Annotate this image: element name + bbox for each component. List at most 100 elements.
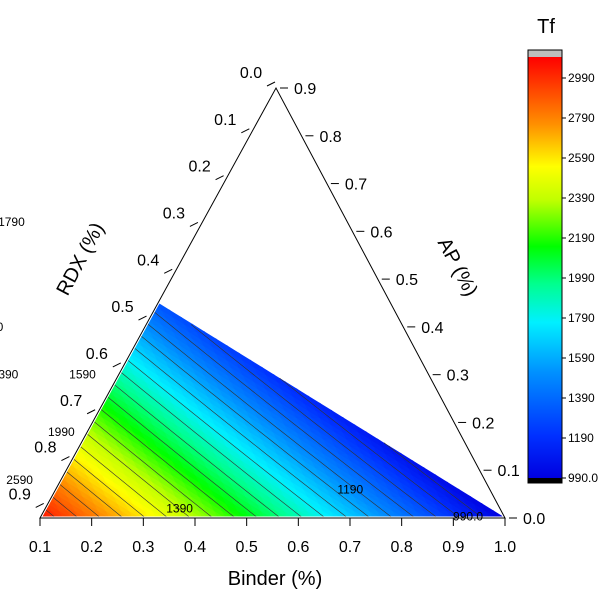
heat-cell [18, 389, 30, 396]
heat-cell [44, 380, 58, 390]
heat-cell [52, 251, 67, 261]
contour-label: 1190 [337, 482, 363, 496]
heat-cell [19, 289, 31, 296]
heat-cell [40, 409, 42, 418]
heat-cell [83, 280, 98, 289]
heat-cell [82, 409, 97, 418]
heat-cell [86, 403, 100, 412]
heat-cell [90, 380, 105, 390]
heat-cell [0, 339, 3, 346]
heat-cell [98, 337, 113, 347]
heat-cell [0, 425, 2, 432]
left-tick-label: 0.4 [137, 252, 159, 269]
heat-cell [95, 302, 109, 311]
heat-cell [52, 252, 67, 261]
heat-cell [94, 388, 108, 397]
heat-cell [17, 446, 29, 453]
heat-cell [21, 425, 33, 432]
heat-cell [121, 338, 136, 347]
heat-cell [40, 317, 47, 326]
heat-cell [10, 418, 22, 425]
heat-cell [41, 259, 55, 269]
heat-cell [9, 461, 21, 468]
heat-cell [51, 367, 66, 376]
colorbar-tick-label: 2790 [568, 111, 595, 125]
heat-cell [60, 309, 74, 319]
heat-cell [40, 238, 44, 247]
heat-cell [75, 309, 89, 319]
heat-cell [83, 323, 97, 332]
bottom-tick-label: 0.2 [81, 539, 103, 556]
bottom-tick-label: 0.7 [339, 539, 361, 556]
heat-cell [17, 461, 29, 468]
left-tick-mark [215, 175, 224, 181]
heat-cell [59, 338, 74, 347]
heat-cell [110, 345, 124, 354]
heat-cell [102, 274, 117, 283]
heat-cell [79, 288, 93, 297]
heat-cell [44, 309, 59, 318]
heat-cell [0, 239, 3, 246]
heat-cell [62, 446, 77, 455]
heat-cell [40, 352, 43, 362]
heat-cell [18, 317, 30, 324]
heat-cell [23, 267, 35, 274]
heat-cell [58, 453, 73, 462]
heat-cell [18, 360, 30, 367]
heat-cell [52, 337, 66, 347]
heat-cell [40, 424, 50, 433]
heat-cell [60, 337, 74, 347]
heat-cell [63, 417, 77, 426]
heat-cell [87, 274, 101, 283]
heat-cell [19, 231, 31, 238]
heat-cell [82, 395, 96, 405]
heat-cell [0, 282, 3, 289]
heat-cell [40, 280, 43, 289]
heat-cell [141, 302, 156, 311]
heat-cell [40, 252, 51, 261]
heat-cell [82, 380, 97, 390]
heat-cell [40, 488, 53, 497]
heat-cell [47, 388, 62, 398]
heat-cell [10, 346, 22, 353]
heat-cell [7, 282, 19, 289]
contour-label: 1590 [69, 368, 96, 382]
heat-cell [114, 324, 128, 333]
heat-cell [14, 353, 26, 360]
colorbar-frame [527, 49, 563, 484]
heat-cell [56, 345, 70, 354]
heat-cell [40, 345, 54, 355]
heat-cell [3, 346, 15, 353]
heat-cell [22, 411, 34, 418]
heat-cell [0, 296, 11, 303]
heat-cell [98, 381, 112, 390]
heat-cell [114, 352, 128, 361]
heat-cell [0, 310, 11, 317]
heat-cell [6, 353, 18, 360]
heat-cell [41, 273, 55, 282]
heat-cell [0, 289, 7, 296]
heat-cell [40, 424, 42, 433]
heat-cell [40, 251, 51, 261]
contour-label: 1990 [48, 425, 75, 439]
heat-cell [14, 425, 26, 432]
heat-cell [56, 316, 70, 325]
heat-cell [83, 324, 97, 333]
heat-cell [40, 388, 46, 398]
heat-cell [71, 317, 85, 326]
heat-cell [40, 231, 47, 240]
heat-cell [25, 461, 37, 468]
heat-cell [22, 310, 34, 317]
heat-cell [40, 338, 43, 347]
heat-cell [0, 339, 10, 346]
heat-cell [40, 309, 43, 319]
heat-cell [56, 302, 70, 311]
heat-cell [0, 382, 10, 389]
heat-cell [6, 396, 18, 403]
heat-cell [59, 352, 74, 361]
heat-cell [75, 323, 90, 332]
heat-cell [126, 316, 140, 325]
heat-cell [14, 339, 26, 346]
heat-cell [2, 418, 14, 425]
heat-cell [74, 409, 89, 418]
